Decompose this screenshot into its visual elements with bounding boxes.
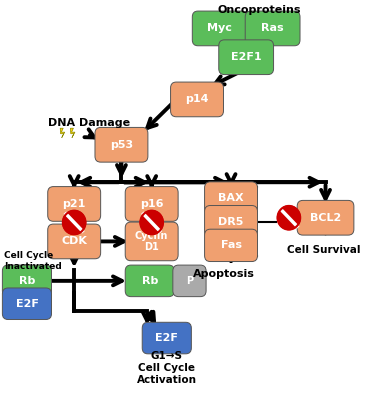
FancyBboxPatch shape: [142, 322, 191, 354]
Text: p16: p16: [140, 199, 163, 209]
FancyBboxPatch shape: [219, 40, 274, 74]
Text: DR5: DR5: [218, 217, 244, 227]
FancyBboxPatch shape: [48, 186, 100, 221]
FancyBboxPatch shape: [204, 229, 258, 262]
Circle shape: [141, 211, 163, 234]
Text: G1→S
Cell Cycle
Activation: G1→S Cell Cycle Activation: [137, 351, 197, 386]
Text: BCL2: BCL2: [310, 213, 341, 223]
FancyBboxPatch shape: [125, 186, 178, 221]
Polygon shape: [70, 128, 75, 138]
Text: p21: p21: [62, 199, 86, 209]
Text: p14: p14: [185, 94, 209, 104]
FancyBboxPatch shape: [2, 265, 52, 297]
Circle shape: [63, 211, 85, 234]
Text: Ras: Ras: [261, 24, 284, 34]
Text: P: P: [186, 276, 193, 286]
Text: CDK: CDK: [61, 236, 87, 246]
FancyBboxPatch shape: [204, 206, 258, 238]
Text: Cyclin
D1: Cyclin D1: [135, 231, 168, 252]
FancyBboxPatch shape: [192, 11, 247, 46]
FancyBboxPatch shape: [171, 82, 223, 117]
FancyBboxPatch shape: [297, 200, 354, 235]
FancyBboxPatch shape: [245, 11, 300, 46]
Text: Apoptosis: Apoptosis: [192, 269, 254, 279]
Polygon shape: [60, 128, 65, 138]
Text: Cell Cycle
Inactivated: Cell Cycle Inactivated: [4, 251, 62, 271]
Text: Fas: Fas: [221, 240, 241, 250]
FancyBboxPatch shape: [125, 222, 178, 261]
Text: DNA Damage: DNA Damage: [48, 118, 130, 128]
Text: Myc: Myc: [207, 24, 232, 34]
Text: Cell Survival: Cell Survival: [287, 245, 360, 255]
FancyBboxPatch shape: [173, 265, 206, 297]
Text: E2F1: E2F1: [231, 52, 261, 62]
Circle shape: [278, 206, 300, 230]
Text: E2F: E2F: [156, 333, 178, 343]
Text: p53: p53: [110, 140, 133, 150]
Text: Rb: Rb: [19, 276, 35, 286]
FancyBboxPatch shape: [2, 288, 52, 320]
Text: Rb: Rb: [142, 276, 158, 286]
FancyBboxPatch shape: [95, 128, 148, 162]
FancyBboxPatch shape: [125, 265, 174, 297]
Text: E2F: E2F: [15, 299, 38, 309]
FancyBboxPatch shape: [48, 224, 100, 259]
Text: Oncoproteins: Oncoproteins: [218, 5, 301, 15]
Text: BAX: BAX: [218, 193, 244, 203]
FancyBboxPatch shape: [204, 182, 258, 214]
